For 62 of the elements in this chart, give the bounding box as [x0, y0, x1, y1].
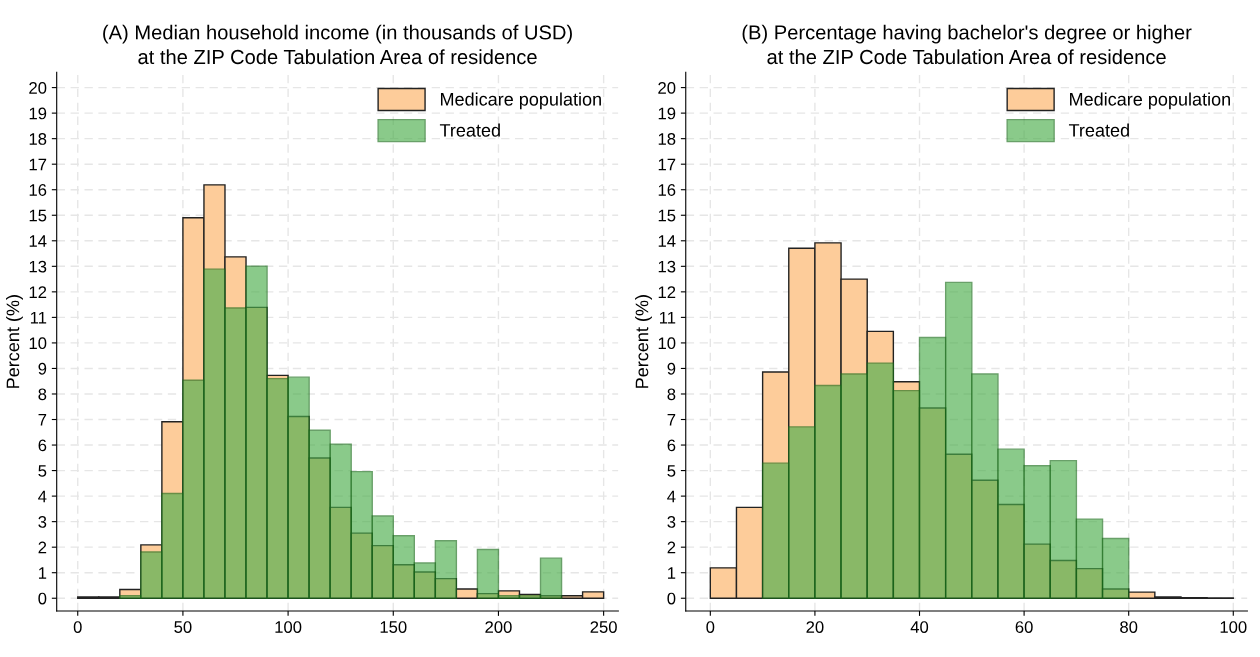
y-tick-label: 1: [668, 567, 676, 579]
y-tick-label: 15: [658, 209, 676, 222]
y-tick-label: 8: [667, 388, 676, 401]
x-tick-label: 100: [1220, 621, 1247, 633]
y-axis-title: Percent (%): [6, 295, 23, 388]
x-tick-label: 20: [806, 621, 824, 633]
y-tick-label: 12: [658, 286, 676, 298]
y-tick-label: 19: [658, 107, 676, 120]
y-tick-label: 12: [29, 286, 47, 298]
y-tick-label: 18: [29, 133, 47, 145]
y-tick-label: 0: [38, 592, 47, 605]
y-tick-label: 18: [658, 133, 676, 145]
y-tick-label: 11: [659, 311, 676, 324]
y-tick-label: 9: [38, 362, 47, 375]
y-tick-label: 13: [29, 260, 47, 273]
y-tick-label: 0: [667, 592, 676, 605]
y-tick-label: 6: [38, 439, 47, 452]
x-tick-label: 200: [485, 621, 512, 633]
y-tick-label: 9: [667, 362, 676, 375]
y-tick-label: 19: [29, 107, 47, 120]
x-tick-label: 100: [275, 621, 302, 633]
legend-label: Medicare population: [440, 92, 601, 110]
y-tick-label: 1: [38, 567, 47, 579]
x-tick-label: 50: [174, 621, 192, 633]
y-tick-label: 8: [38, 388, 47, 401]
x-tick-label: 0: [73, 621, 82, 633]
y-tick-label: 15: [29, 209, 47, 222]
chart-title: (A) Median household income (in thousands of USD) at the ZIP Code Tabulation Area of residence: [103, 24, 572, 65]
y-tick-label: 4: [38, 490, 47, 503]
y-tick-label: 10: [658, 337, 676, 350]
y-tick-label: 14: [658, 235, 676, 247]
legend-label: Treated: [1068, 123, 1129, 137]
y-tick-label: 5: [667, 465, 676, 477]
y-tick-label: 7: [667, 414, 676, 426]
y-axis-title: Percent (%): [635, 295, 652, 388]
y-tick-label: 20: [658, 81, 676, 94]
y-tick-label: 17: [29, 158, 47, 171]
x-tick-label: 0: [706, 621, 715, 633]
y-tick-label: 3: [667, 516, 676, 528]
legend-label: Medicare population: [1070, 92, 1230, 110]
x-tick-label: 60: [1015, 621, 1033, 633]
y-tick-label: 6: [667, 439, 676, 452]
y-tick-label: 7: [38, 414, 47, 426]
chart-title: (B) Percentage having bachelor's degree or higher at the ZIP Code Tabulation Area of residence: [742, 24, 1192, 65]
y-tick-label: 16: [658, 184, 676, 196]
x-tick-label: 150: [380, 621, 407, 633]
x-tick-label: 250: [590, 621, 617, 633]
x-tick-label: 40: [910, 621, 929, 633]
y-tick-label: 2: [38, 541, 47, 554]
y-tick-label: 20: [29, 81, 47, 94]
y-tick-label: 2: [667, 541, 676, 554]
y-tick-label: 13: [658, 260, 676, 273]
x-tick-label: 80: [1120, 621, 1138, 633]
y-tick-label: 10: [29, 337, 47, 350]
y-tick-label: 4: [667, 490, 676, 503]
y-tick-label: 16: [29, 184, 47, 196]
y-tick-label: 3: [38, 516, 47, 528]
y-tick-label: 5: [38, 465, 47, 477]
y-tick-label: 17: [658, 158, 676, 171]
y-tick-label: 14: [29, 235, 47, 247]
legend-label: Treated: [439, 123, 500, 137]
y-tick-label: 11: [30, 311, 47, 324]
